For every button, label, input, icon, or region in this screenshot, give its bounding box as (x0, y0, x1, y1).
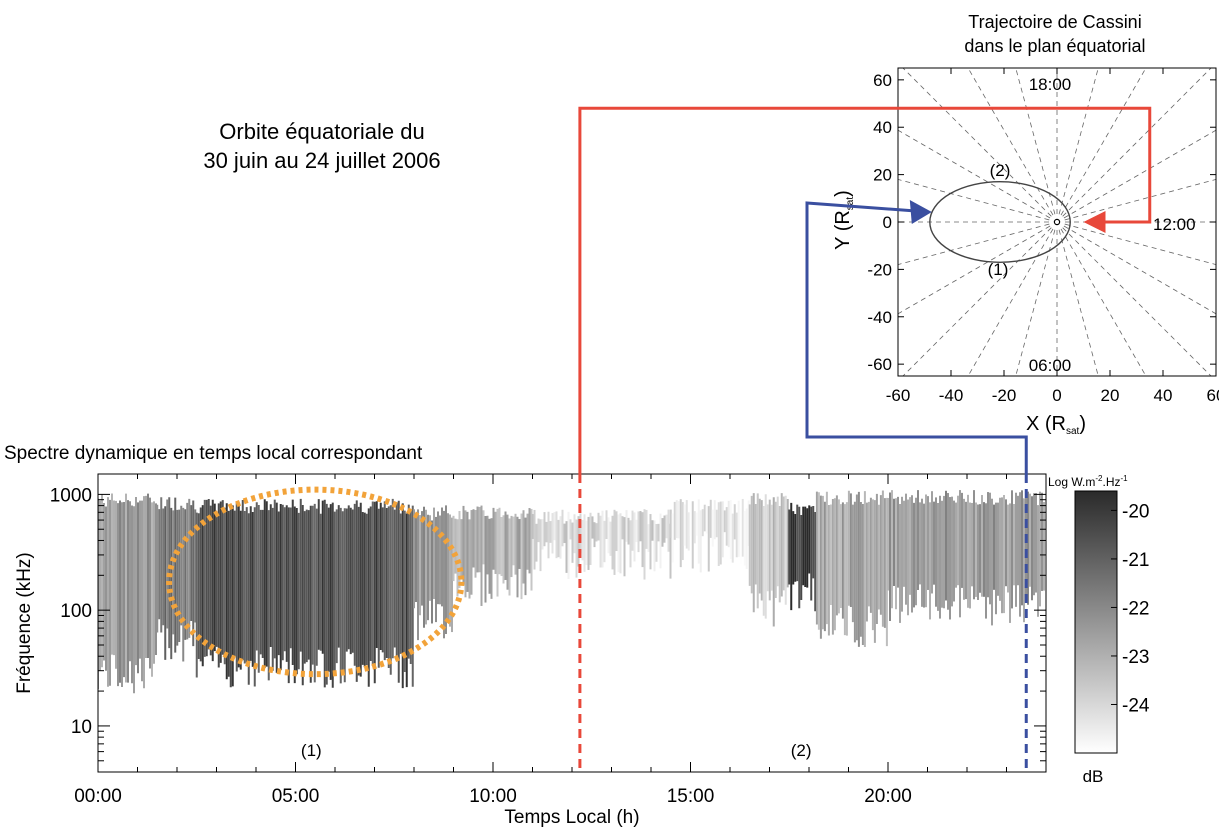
spectrum-y-tick-label: 100 (60, 601, 92, 622)
orbit-grid-line (1064, 178, 1216, 221)
spectrum-x-tick-label: 10:00 (469, 786, 517, 807)
colorbar (1074, 490, 1118, 754)
colorbar-tick-label: -20 (1122, 501, 1149, 522)
orbit-grid-line (898, 225, 1051, 315)
blue-arrowhead (909, 200, 932, 224)
orbit-x-tick-label: -20 (992, 386, 1017, 405)
orbit-axis-ticks: -60 -40 -20 0 20 40 60 -60 -40 -20 0 20 40 60 (867, 68, 1219, 405)
colorbar-ticks: -20 -21 -22 -23 -24 (1111, 501, 1150, 716)
orbit-grid-line (1058, 229, 1099, 376)
spectrum-region-label-2: (2) (791, 741, 812, 760)
orbit-radial-grid (898, 68, 1216, 376)
orbit-grid-line (1063, 225, 1216, 315)
orbit-grid-line (1062, 227, 1212, 376)
spectrum-title: Spectre dynamique en temps local corresp… (4, 443, 423, 464)
colorbar-tick-label: -22 (1122, 598, 1149, 619)
orbit-x-tick-label: 20 (1101, 386, 1120, 405)
colorbar-tick-label: -21 (1122, 550, 1149, 571)
orbit-x-tick-label: -40 (939, 386, 964, 405)
orbit-lt-label-12: 12:00 (1153, 215, 1196, 234)
spectrum-y-tick-label: 1000 (50, 485, 92, 506)
spectrum-region-label-1: (1) (301, 741, 322, 760)
main-title-line1: Orbite équatoriale du (219, 119, 424, 144)
colorbar-unit: dB (1083, 767, 1104, 786)
orbit-grid-line (1015, 229, 1056, 376)
spectrum-x-tick-label: 00:00 (74, 786, 122, 807)
spectrum-x-tick-label: 20:00 (864, 786, 912, 807)
orbit-y-tick-label: -60 (867, 355, 892, 374)
orbit-x-tick-label: 60 (1207, 386, 1219, 405)
orbit-grid-line (967, 228, 1054, 376)
colorbar-tick-label: -23 (1122, 647, 1149, 668)
orbit-lt-label-06: 06:00 (1029, 356, 1072, 375)
orbit-grid-line (1060, 228, 1147, 376)
orbit-grid-line (898, 129, 1051, 219)
spectrum-x-axis-label: Temps Local (h) (504, 807, 639, 828)
orbit-x-tick-label: 40 (1154, 386, 1173, 405)
spectrum-x-tick-label: 05:00 (272, 786, 320, 807)
orbit-y-tick-label: -20 (867, 260, 892, 279)
red-connector-line (578, 106, 1152, 474)
marker-connectors (578, 106, 1152, 772)
orbit-y-axis-label: Y (Rsat) (832, 190, 856, 250)
spectrum-axis-ticks: 00:00 05:00 10:00 15:00 20:00 10 100 1000 (50, 474, 1046, 807)
spectrum-y-tick-label: 10 (71, 717, 92, 738)
colorbar-tick-label: -24 (1122, 695, 1150, 716)
orbit-grid-line (1060, 68, 1147, 216)
orbit-grid-line (902, 227, 1052, 376)
orbit-x-tick-label: 0 (1052, 386, 1061, 405)
orbit-title-line1: Trajectoire de Cassini (968, 12, 1141, 32)
orbit-y-tick-label: 0 (883, 213, 892, 232)
orbit-x-axis-label: X (Rsat) (1026, 413, 1086, 437)
orbit-grid-line (902, 68, 1052, 217)
orbit-grid-line (898, 223, 1050, 266)
saturn-marker (1053, 218, 1061, 226)
orbit-x-tick-label: -60 (886, 386, 911, 405)
orbit-grid-line (1064, 223, 1216, 266)
colorbar-title: Log W.m-2.Hz-1 (1048, 474, 1128, 489)
orbit-title-line2: dans le plan équatorial (964, 36, 1145, 56)
orbit-y-tick-label: 20 (873, 166, 892, 185)
orbit-ellipse (929, 181, 1071, 263)
orbit-grid-line (1063, 129, 1216, 219)
blue-connector-line (805, 201, 1028, 474)
orbit-grid-line (898, 178, 1050, 221)
red-arrowhead (1083, 211, 1106, 233)
spectrum-y-axis-label: Fréquence (kHz) (14, 552, 35, 694)
orbit-segment-label-2: (2) (990, 161, 1011, 180)
orbit-y-tick-label: -40 (867, 308, 892, 327)
orbit-segment-label-1: (1) (988, 260, 1009, 279)
orbit-grid-line (1062, 68, 1212, 217)
main-title-line2: 30 juin au 24 juillet 2006 (203, 148, 440, 173)
orbit-y-tick-label: 40 (873, 118, 892, 137)
highlight-ellipse (166, 486, 465, 678)
orbit-lt-label-18: 18:00 (1029, 75, 1072, 94)
orbit-grid-line (1058, 68, 1099, 215)
orbit-grid-line (967, 68, 1054, 216)
orbit-grid-line (1015, 68, 1056, 215)
spectrum-x-tick-label: 15:00 (667, 786, 715, 807)
orbit-y-tick-label: 60 (873, 71, 892, 90)
